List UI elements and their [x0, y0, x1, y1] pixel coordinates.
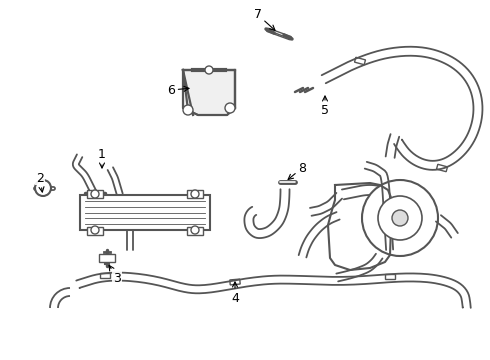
Bar [230, 279, 240, 285]
Circle shape [362, 180, 438, 256]
Bar [87, 190, 103, 198]
Bar [187, 227, 203, 235]
Circle shape [183, 105, 193, 115]
Text: 5: 5 [321, 96, 329, 117]
Text: 4: 4 [231, 282, 239, 305]
Polygon shape [183, 70, 235, 115]
Circle shape [35, 180, 51, 196]
Circle shape [191, 190, 199, 198]
Circle shape [378, 196, 422, 240]
Circle shape [392, 210, 408, 226]
Text: 6: 6 [167, 84, 189, 96]
Bar [80, 195, 210, 230]
Text: 8: 8 [288, 162, 306, 179]
Bar [99, 254, 115, 262]
Bar [187, 190, 203, 198]
Circle shape [191, 226, 199, 234]
Text: 1: 1 [98, 148, 106, 168]
Text: 2: 2 [36, 171, 44, 192]
Circle shape [91, 226, 99, 234]
Circle shape [225, 103, 235, 113]
Bar [355, 57, 366, 65]
Circle shape [205, 66, 213, 74]
Bar [100, 273, 110, 278]
Circle shape [91, 190, 99, 198]
Text: 3: 3 [109, 265, 121, 284]
Text: 7: 7 [254, 9, 275, 30]
Bar [87, 227, 103, 235]
Bar [437, 164, 447, 172]
Bar [385, 274, 395, 279]
